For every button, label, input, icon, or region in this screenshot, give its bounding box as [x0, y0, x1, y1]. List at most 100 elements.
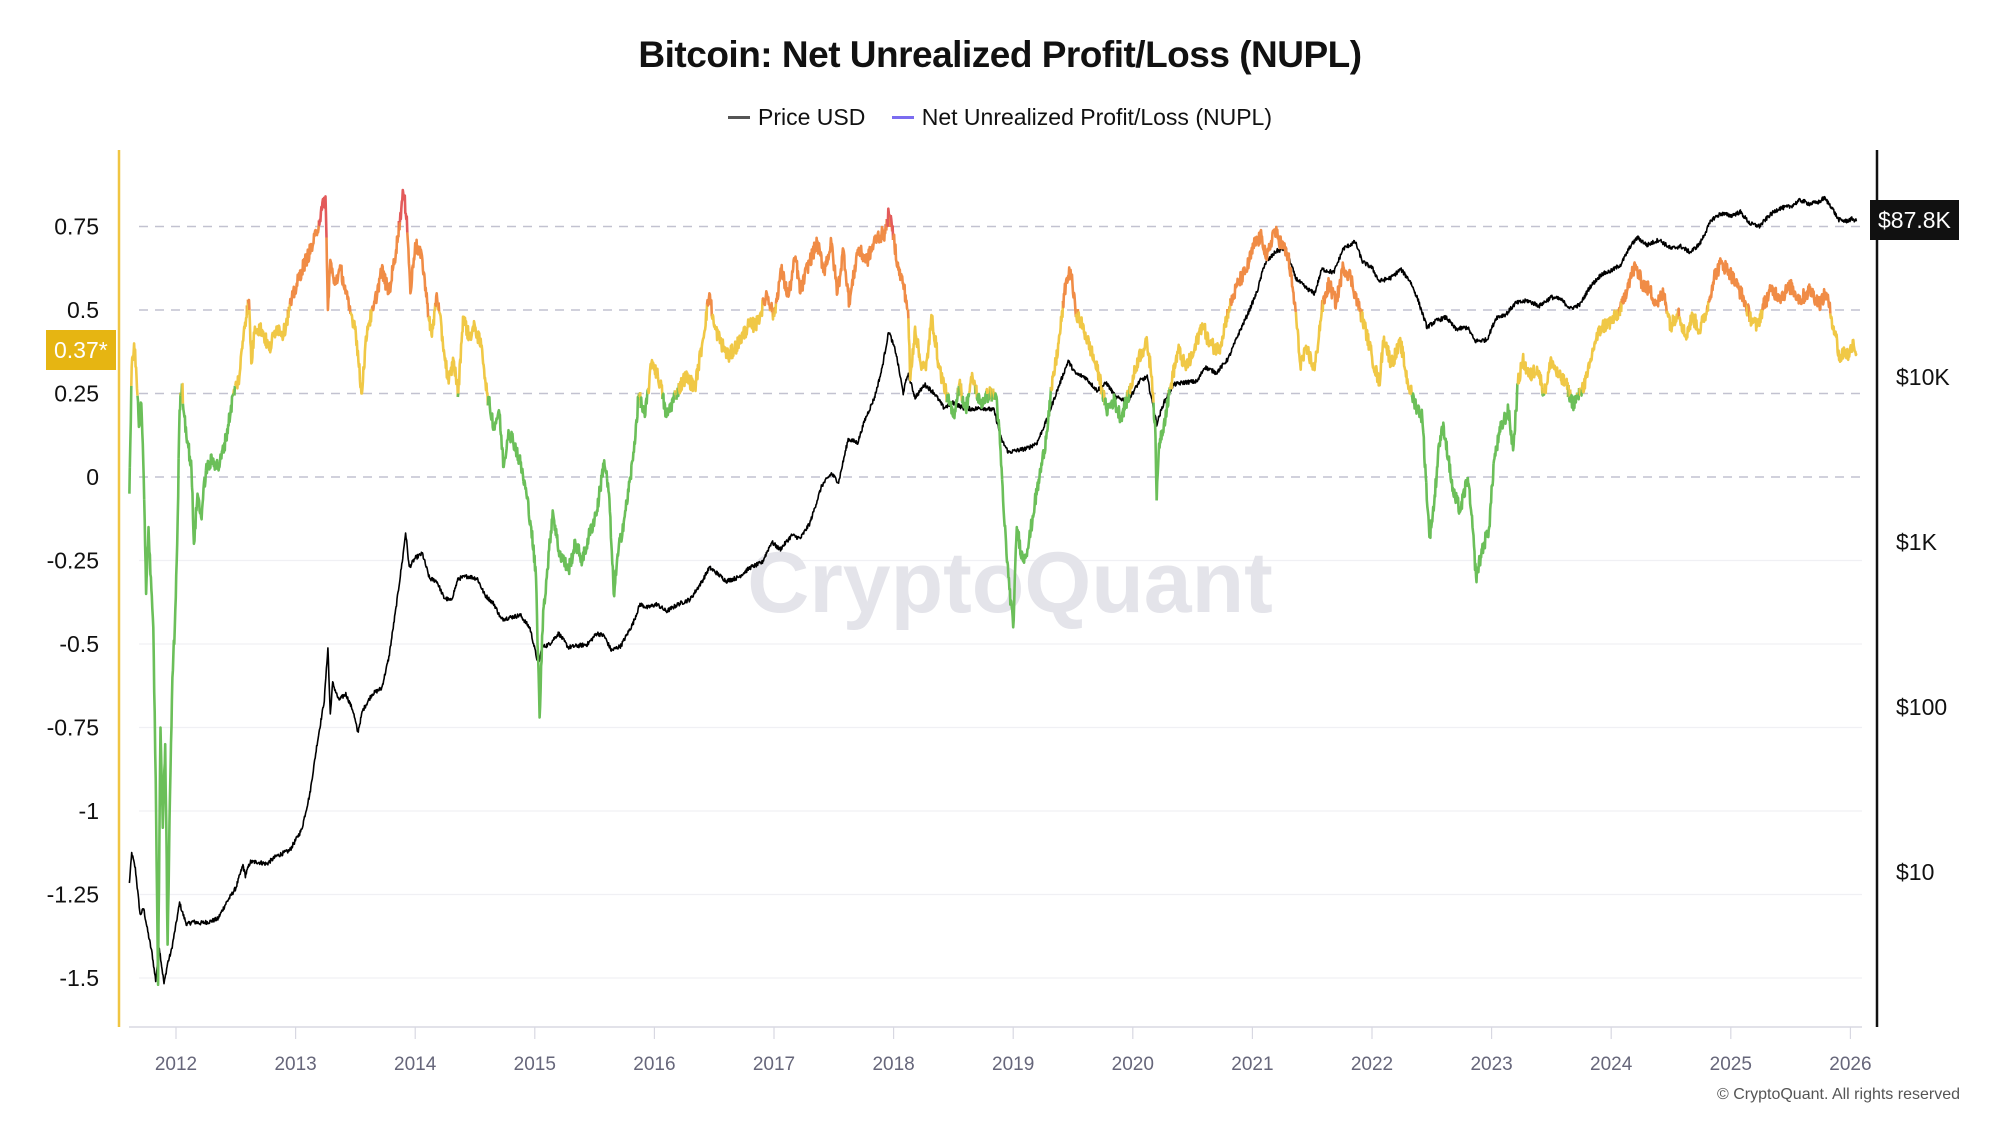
- nupl-segment-hope-fear[interactable]: [1466, 476, 1470, 484]
- nupl-segment-belief[interactable]: [769, 301, 774, 313]
- nupl-segment-optimism[interactable]: [1677, 309, 1709, 341]
- nupl-segment-belief[interactable]: [398, 222, 402, 231]
- nupl-segment-belief[interactable]: [1761, 278, 1832, 314]
- nupl-segment-optimism[interactable]: [768, 309, 772, 312]
- nupl-segment-belief[interactable]: [437, 302, 441, 312]
- nupl-segment-hope-fear[interactable]: [1152, 402, 1158, 501]
- nupl-segment-belief[interactable]: [406, 232, 430, 318]
- nupl-segment-hope-fear[interactable]: [1155, 474, 1159, 501]
- x-tick-label: 2026: [1829, 1054, 1871, 1075]
- nupl-segment-optimism[interactable]: [774, 303, 778, 314]
- nupl-segment-optimism[interactable]: [1665, 309, 1680, 333]
- nupl-segment-hope-fear[interactable]: [1492, 383, 1519, 465]
- nupl-segment-optimism[interactable]: [349, 308, 374, 395]
- nupl-segment-optimism[interactable]: [967, 371, 977, 394]
- nupl-segment-optimism[interactable]: [1706, 300, 1710, 312]
- legend-item-price[interactable]: Price USD: [728, 104, 865, 131]
- nupl-segment-belief[interactable]: [288, 220, 321, 307]
- nupl-segment-optimism[interactable]: [130, 342, 139, 396]
- nupl-segment-hope-fear[interactable]: [486, 395, 525, 482]
- nupl-segment-optimism[interactable]: [677, 304, 709, 395]
- nupl-segment-optimism[interactable]: [646, 358, 664, 400]
- price-line[interactable]: [128, 195, 1858, 985]
- nupl-segment-optimism[interactable]: [1077, 311, 1104, 398]
- nupl-segment-belief[interactable]: [246, 298, 251, 311]
- nupl-segment-optimism[interactable]: [181, 382, 185, 404]
- nupl-segment-optimism[interactable]: [1542, 356, 1570, 398]
- nupl-segment-hope-fear[interactable]: [136, 395, 146, 500]
- x-tick-label: 2015: [514, 1054, 556, 1075]
- nupl-segment-hope-fear[interactable]: [181, 403, 194, 488]
- nupl-segment-optimism[interactable]: [1168, 309, 1229, 390]
- nupl-segment-hope-fear[interactable]: [456, 393, 460, 398]
- nupl-segment-belief[interactable]: [1676, 307, 1681, 320]
- nupl-segment-belief[interactable]: [705, 292, 714, 317]
- nupl-segment-optimism[interactable]: [710, 299, 764, 363]
- nupl-segment-optimism[interactable]: [288, 304, 292, 311]
- legend-item-nupl[interactable]: Net Unrealized Profit/Loss (NUPL): [891, 104, 1272, 131]
- nupl-segment-hope-fear[interactable]: [600, 459, 609, 479]
- nupl-segment-hope-fear[interactable]: [1425, 466, 1439, 540]
- nupl-segment-optimism[interactable]: [1748, 308, 1764, 332]
- nupl-segment-hope-fear[interactable]: [142, 458, 180, 986]
- nupl-segment-hope-fear[interactable]: [1569, 392, 1579, 412]
- nupl-segment-optimism[interactable]: [437, 311, 460, 397]
- x-tick-label: 2023: [1470, 1054, 1512, 1075]
- nupl-segment-optimism[interactable]: [248, 309, 290, 365]
- nupl-segment-hope-fear[interactable]: [1156, 389, 1170, 475]
- nupl-segment-optimism[interactable]: [985, 387, 989, 395]
- nupl-segment-optimism[interactable]: [1128, 335, 1155, 403]
- nupl-segment-hope-fear[interactable]: [1449, 476, 1469, 515]
- nupl-segment-hope-fear[interactable]: [605, 465, 633, 598]
- nupl-segment-hope-fear[interactable]: [1410, 392, 1428, 483]
- nupl-segment-optimism[interactable]: [907, 313, 948, 403]
- nupl-segment-hope-fear[interactable]: [204, 393, 235, 475]
- nupl-segment-optimism[interactable]: [233, 305, 249, 390]
- nupl-segment-hope-fear[interactable]: [1103, 391, 1129, 424]
- nupl-segment-optimism[interactable]: [1516, 352, 1544, 394]
- nupl-segment-hope-fear[interactable]: [233, 385, 237, 396]
- nupl-segment-hope-fear[interactable]: [1467, 463, 1495, 584]
- nupl-segment-hope-fear[interactable]: [957, 385, 961, 397]
- nupl-segment-belief[interactable]: [1620, 261, 1668, 314]
- nupl-segment-hope-fear[interactable]: [661, 390, 677, 419]
- nupl-segment-belief[interactable]: [1321, 261, 1361, 312]
- nupl-segment-belief[interactable]: [1707, 257, 1748, 313]
- nupl-segment-hope-fear[interactable]: [946, 387, 960, 420]
- nupl-segment-hope-fear[interactable]: [190, 470, 208, 546]
- nupl-segment-hope-fear[interactable]: [1436, 421, 1453, 481]
- nupl-segment-optimism[interactable]: [457, 315, 490, 406]
- nupl-segment-hope-fear[interactable]: [1542, 393, 1546, 396]
- nupl-segment-optimism[interactable]: [1049, 300, 1065, 392]
- nupl-segment-belief[interactable]: [1061, 266, 1078, 318]
- nupl-segment-hope-fear[interactable]: [639, 389, 649, 419]
- nupl-segment-hope-fear[interactable]: [128, 385, 133, 468]
- nupl-segment-hope-fear[interactable]: [177, 392, 182, 459]
- nupl-segment-euphoria[interactable]: [398, 188, 409, 233]
- nupl-segment-optimism[interactable]: [975, 384, 979, 398]
- nupl-segment-optimism[interactable]: [1829, 313, 1858, 363]
- nupl-segment-belief[interactable]: [1229, 225, 1298, 313]
- nupl-segment-optimism[interactable]: [1360, 311, 1413, 396]
- nupl-segment-belief[interactable]: [891, 233, 909, 311]
- nupl-segment-hope-fear[interactable]: [1000, 476, 1041, 629]
- nupl-segment-optimism[interactable]: [1074, 309, 1080, 324]
- nupl-segment-euphoria[interactable]: [317, 195, 328, 238]
- nupl-segment-hope-fear[interactable]: [993, 392, 1004, 480]
- nupl-segment-belief[interactable]: [325, 237, 352, 314]
- nupl-segment-hope-fear[interactable]: [522, 474, 603, 719]
- nupl-segment-hope-fear[interactable]: [1038, 386, 1053, 478]
- nupl-segment-hope-fear[interactable]: [960, 392, 971, 415]
- nupl-segment-hope-fear[interactable]: [975, 390, 988, 410]
- nupl-segment-belief[interactable]: [761, 290, 772, 312]
- nupl-segment-belief[interactable]: [370, 221, 401, 312]
- nupl-segment-optimism[interactable]: [1294, 309, 1324, 372]
- nupl-segment-hope-fear[interactable]: [1579, 389, 1584, 397]
- nupl-segment-optimism[interactable]: [427, 302, 437, 338]
- nupl-segment-optimism[interactable]: [1745, 303, 1749, 317]
- nupl-segment-belief[interactable]: [774, 224, 887, 308]
- price-current-badge: $87.8K: [1870, 200, 1959, 240]
- nupl-segment-optimism[interactable]: [1580, 309, 1620, 394]
- nupl-segment-hope-fear[interactable]: [630, 393, 641, 466]
